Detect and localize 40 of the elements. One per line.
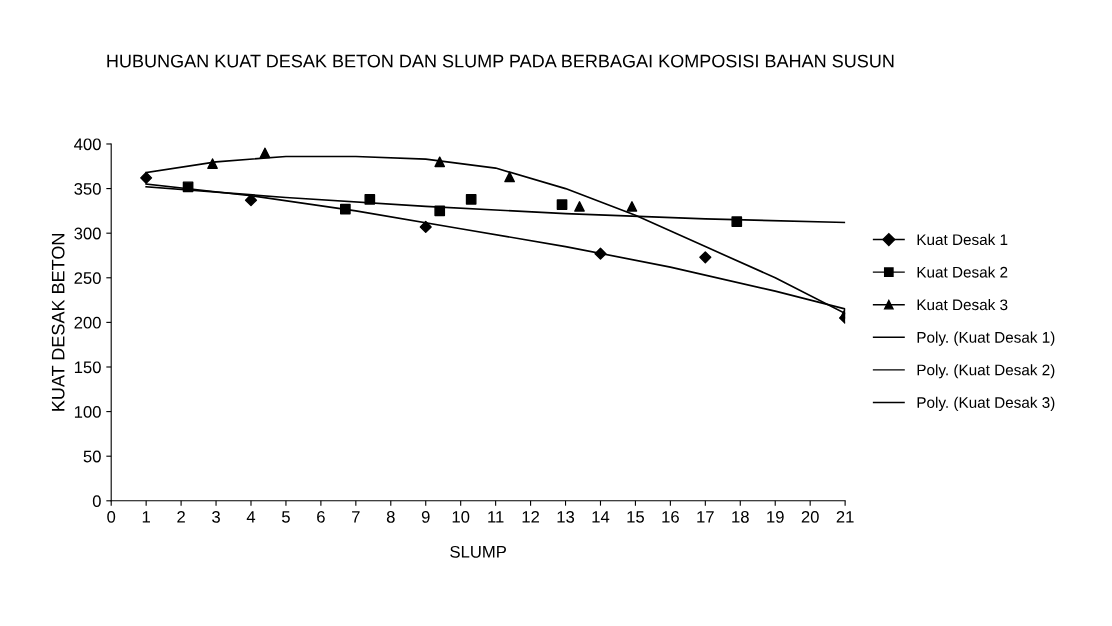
x-tick-label: 6: [317, 510, 325, 523]
x-tick-label: 18: [732, 510, 749, 523]
legend-label: Kuat Desak 1: [917, 233, 1008, 246]
x-tick-label: 3: [212, 510, 220, 523]
x-tick-label: 7: [352, 511, 360, 523]
y-tick-label: 200: [74, 316, 101, 329]
x-tick-label: 16: [662, 510, 679, 523]
x-tick-label: 12: [522, 510, 540, 523]
x-tick-label: 21: [836, 510, 854, 523]
legend-label: Poly. (Kuat Desak 2): [917, 364, 1055, 379]
y-tick-label: 50: [83, 450, 101, 463]
x-tick-label: 0: [107, 510, 116, 523]
x-tick-label: 2: [177, 510, 185, 523]
y-tick-label: 100: [74, 406, 101, 418]
y-tick-label: 350: [74, 182, 101, 195]
legend-label: Poly. (Kuat Desak 1): [917, 331, 1055, 346]
legend-label: Kuat Desak 3: [917, 298, 1008, 311]
y-tick-label: 150: [74, 361, 101, 374]
legend-label: Kuat Desak 2: [917, 266, 1008, 278]
y-tick-label: 0: [92, 495, 101, 507]
x-axis-title: SLUMP: [450, 545, 506, 558]
x-tick-label: 14: [592, 511, 610, 523]
y-axis-title: KUAT DESAK BETON: [51, 234, 65, 411]
x-tick-label: 17: [697, 511, 714, 523]
y-tick-label: 250: [74, 272, 101, 284]
chart-title: HUBUNGAN KUAT DESAK BETON DAN SLUMP PADA BERBAGAI KOMPOSISI BAHAN SUSUN: [107, 54, 894, 68]
x-tick-label: 9: [421, 510, 430, 523]
y-tick-label: 300: [74, 227, 101, 240]
x-tick-label: 1: [142, 511, 150, 523]
x-tick-label: 11: [488, 511, 504, 523]
x-tick-label: 4: [246, 511, 256, 523]
x-tick-label: 10: [452, 510, 470, 523]
x-tick-label: 8: [386, 510, 395, 523]
x-tick-label: 15: [627, 511, 644, 523]
x-tick-label: 19: [767, 510, 784, 523]
x-tick-label: 20: [801, 510, 819, 523]
y-tick-label: 400: [74, 138, 101, 151]
x-tick-label: 5: [281, 511, 290, 523]
x-tick-label: 13: [557, 510, 575, 523]
legend-label: Poly. (Kuat Desak 3): [917, 396, 1055, 411]
